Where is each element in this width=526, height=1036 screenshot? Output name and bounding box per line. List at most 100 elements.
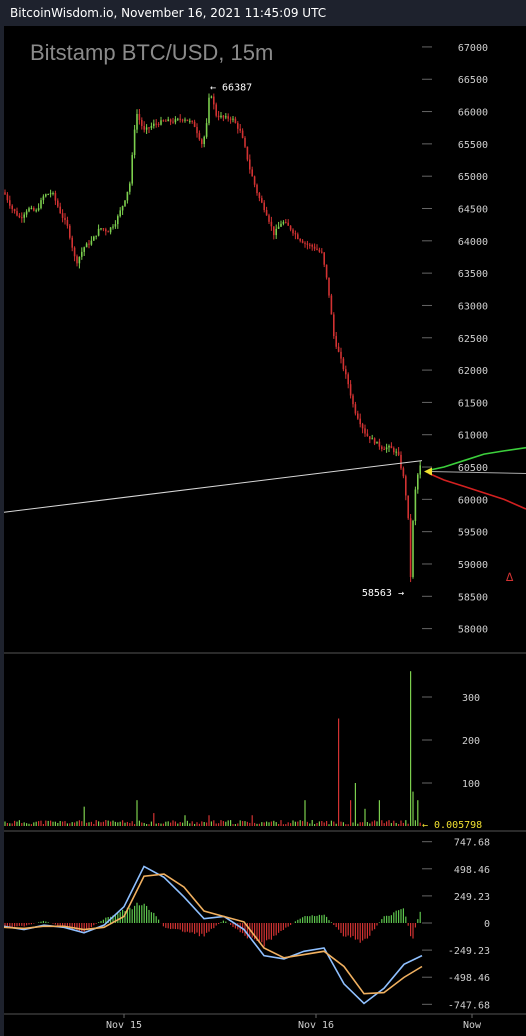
candle-body bbox=[73, 247, 76, 257]
candle-body bbox=[213, 96, 215, 105]
candle-body bbox=[285, 222, 287, 224]
macd-histogram-bar bbox=[86, 923, 88, 931]
volume-bar bbox=[326, 820, 328, 826]
volume-bar bbox=[40, 820, 42, 826]
macd-tick-label: 498.46 bbox=[454, 865, 490, 876]
chart-svg[interactable]: Bitstamp BTC/USD, 15m 67000 66500 66000 6550… bbox=[4, 26, 526, 1036]
macd-histogram-bar bbox=[352, 923, 354, 936]
macd-histogram-bar bbox=[107, 917, 109, 923]
volume-bar bbox=[285, 824, 287, 826]
volume-bar bbox=[33, 822, 35, 826]
macd-histogram-bar bbox=[342, 923, 344, 937]
volume-bar bbox=[304, 800, 306, 826]
macd-histogram-bar bbox=[95, 923, 97, 924]
macd-histogram-bar bbox=[369, 923, 371, 936]
candle-body bbox=[177, 118, 179, 120]
volume-bar bbox=[239, 820, 241, 826]
candle-body bbox=[268, 215, 270, 222]
candle-body bbox=[282, 222, 285, 224]
candle-body bbox=[241, 130, 244, 138]
volume-bar bbox=[222, 821, 224, 826]
volume-bar bbox=[174, 821, 176, 826]
macd-histogram-bar bbox=[153, 912, 155, 923]
macd-histogram-bar bbox=[4, 923, 6, 927]
price-tick-label: 63500 bbox=[458, 269, 488, 280]
candle-body bbox=[263, 202, 265, 211]
macd-histogram-bar bbox=[357, 923, 359, 940]
macd-tick-label: -747.68 bbox=[448, 1000, 490, 1011]
candle-body bbox=[69, 225, 71, 238]
macd-histogram-bar bbox=[38, 922, 40, 923]
candle-body bbox=[342, 358, 345, 370]
volume-bar bbox=[134, 824, 136, 826]
macd-histogram-bar bbox=[251, 923, 253, 938]
macd-histogram-bar bbox=[299, 918, 301, 923]
volume-bar bbox=[249, 822, 251, 826]
candle-body bbox=[352, 395, 354, 405]
volume-bar bbox=[232, 824, 234, 826]
depth-bid-line bbox=[428, 446, 526, 472]
macd-histogram-bar bbox=[182, 923, 184, 932]
volume-bar bbox=[333, 821, 335, 826]
price-tick-label: 59500 bbox=[458, 528, 488, 539]
volume-bar bbox=[16, 821, 18, 826]
candle-body bbox=[179, 118, 181, 120]
macd-histogram-bar bbox=[174, 923, 176, 930]
header-bar: BitcoinWisdom.io, November 16, 2021 11:4… bbox=[0, 0, 526, 26]
volume-bar bbox=[146, 823, 148, 826]
candle-body bbox=[321, 251, 323, 253]
macd-histogram-bar bbox=[256, 923, 258, 941]
candle-body bbox=[397, 451, 400, 455]
candle-body bbox=[357, 413, 359, 419]
candle-body bbox=[184, 119, 186, 121]
volume-bar bbox=[98, 821, 100, 826]
volume-bar bbox=[275, 822, 277, 826]
macd-histogram-bar bbox=[323, 914, 325, 923]
candle-body bbox=[359, 418, 361, 425]
candle-body bbox=[193, 121, 196, 128]
macd-histogram-bar bbox=[186, 923, 188, 932]
volume-bar bbox=[122, 820, 124, 826]
volume-bar bbox=[410, 671, 412, 826]
candle-body bbox=[129, 183, 131, 192]
macd-histogram-bar bbox=[338, 923, 340, 930]
candle-body bbox=[160, 120, 162, 125]
candle-body bbox=[133, 129, 136, 156]
candle-body bbox=[78, 256, 81, 264]
candle-body bbox=[76, 256, 78, 264]
volume-bar bbox=[218, 823, 220, 826]
macd-tick-label: -498.46 bbox=[448, 973, 490, 984]
volume-bar bbox=[395, 822, 397, 826]
candle-body bbox=[61, 213, 64, 218]
candle-body bbox=[297, 234, 299, 239]
macd-histogram-bar bbox=[117, 913, 119, 923]
candle-body bbox=[232, 118, 234, 120]
volume-bar bbox=[138, 820, 140, 826]
volume-bar bbox=[189, 823, 191, 826]
macd-histogram-bar bbox=[64, 923, 66, 928]
candle-body bbox=[253, 176, 256, 185]
header-text: BitcoinWisdom.io, November 16, 2021 11:4… bbox=[10, 6, 327, 20]
candle-body bbox=[11, 205, 13, 210]
candle-body bbox=[366, 433, 369, 437]
volume-bar bbox=[261, 822, 263, 826]
macd-histogram-bar bbox=[364, 923, 366, 939]
macd-histogram-bar bbox=[189, 923, 191, 933]
candle-body bbox=[364, 428, 366, 434]
macd-histogram-bar bbox=[270, 923, 272, 940]
macd-histogram-bar bbox=[208, 923, 210, 932]
chart-area[interactable]: Bitstamp BTC/USD, 15m 67000 66500 66000 6550… bbox=[4, 26, 526, 1036]
macd-histogram-bar bbox=[134, 905, 136, 923]
volume-bar bbox=[170, 822, 172, 826]
volume-bar bbox=[328, 824, 330, 826]
volume-bar bbox=[299, 820, 301, 826]
candle-body bbox=[172, 121, 174, 123]
volume-bar bbox=[6, 823, 8, 826]
volume-bar bbox=[342, 822, 344, 826]
alert-bell-icon: ∆ bbox=[505, 570, 514, 584]
macd-histogram-bar bbox=[419, 911, 421, 923]
candle-body bbox=[150, 125, 153, 128]
candle-body bbox=[6, 194, 9, 201]
candle-body bbox=[222, 115, 225, 118]
price-tick-label: 60500 bbox=[458, 463, 488, 474]
